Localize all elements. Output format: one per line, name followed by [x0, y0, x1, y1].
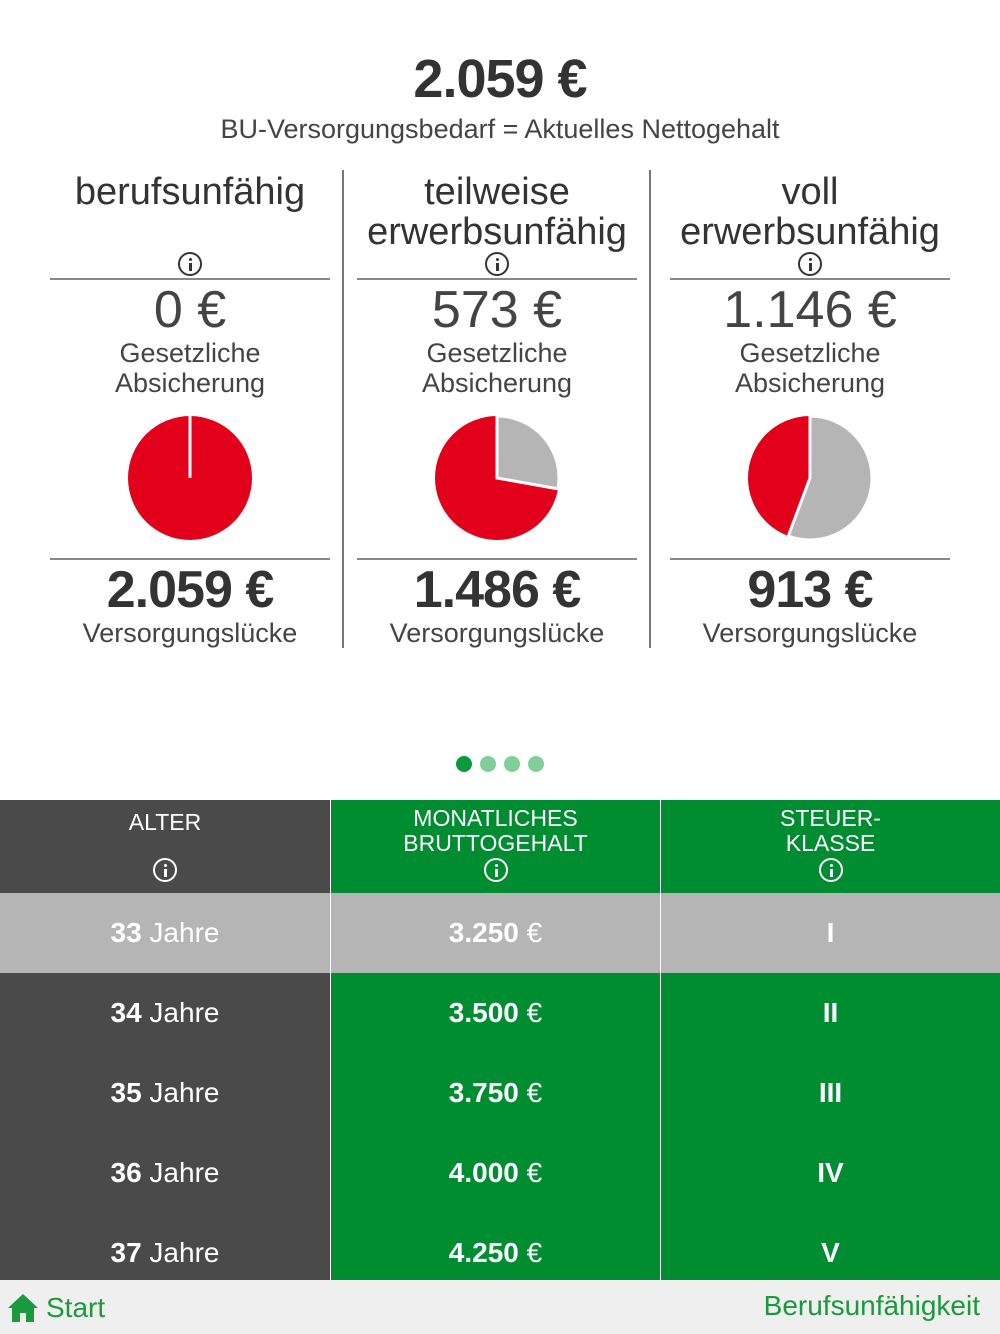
- scenario-voll-erwerbsunfaehig: voll erwerbsunfähig 1.146 € Gesetzliche …: [670, 170, 950, 648]
- legal-coverage-caption: Gesetzliche Absicherung: [734, 338, 886, 398]
- column-header-age: ALTER: [0, 800, 330, 893]
- info-icon[interactable]: [483, 858, 508, 882]
- column-divider: [649, 170, 651, 648]
- table-row[interactable]: 34 Jahre 3.500 € II: [0, 973, 1000, 1053]
- tax-class-cell[interactable]: III: [661, 1053, 1000, 1133]
- divider: [50, 558, 330, 560]
- info-icon[interactable]: [818, 858, 843, 882]
- legal-coverage-caption: Gesetzliche Absicherung: [114, 338, 266, 398]
- total-need-caption: BU-Versorgungsbedarf = Aktuelles Nettoge…: [220, 114, 780, 144]
- age-cell[interactable]: 36 Jahre: [0, 1133, 330, 1213]
- info-icon[interactable]: [178, 252, 202, 276]
- column-header-tax-class: STEUER- KLASSE: [661, 800, 1000, 893]
- coverage-gap-caption: Versorgungslücke: [389, 618, 605, 648]
- divider: [670, 278, 950, 280]
- salary-cell[interactable]: 3.750 €: [331, 1053, 660, 1133]
- divider: [670, 558, 950, 560]
- tax-class-cell[interactable]: II: [661, 973, 1000, 1053]
- salary-cell[interactable]: 3.500 €: [331, 973, 660, 1053]
- coverage-gap-amount: 2.059 €: [106, 561, 275, 619]
- page-dot-4[interactable]: [528, 756, 544, 772]
- coverage-pie-chart: [128, 416, 252, 540]
- section-title[interactable]: Berufsunfähigkeit: [763, 1290, 980, 1321]
- tax-class-cell[interactable]: V: [661, 1213, 1000, 1280]
- age-cell[interactable]: 37 Jahre: [0, 1213, 330, 1280]
- coverage-gap-caption: Versorgungslücke: [702, 618, 918, 648]
- scenario-columns: berufsunfähig 0 € Gesetzliche Absicherun…: [0, 170, 1000, 650]
- page-indicator[interactable]: [456, 756, 546, 772]
- divider: [357, 278, 637, 280]
- legal-coverage-amount: 1.146 €: [723, 281, 897, 339]
- salary-cell[interactable]: 3.250 €: [331, 893, 660, 973]
- table-row[interactable]: 36 Jahre 4.000 € IV: [0, 1133, 1000, 1213]
- legal-coverage-amount: 0 €: [153, 281, 227, 339]
- tax-class-cell[interactable]: I: [661, 893, 1000, 973]
- total-need-amount: 2.059 €: [413, 49, 587, 109]
- pie-slice-covered: [495, 414, 561, 491]
- age-cell[interactable]: 34 Jahre: [0, 973, 330, 1053]
- age-cell[interactable]: 33 Jahre: [0, 893, 330, 973]
- table-header: ALTER MONATLICHES BRUTTOGEHALT STEUER- K…: [0, 800, 1000, 893]
- coverage-gap-amount: 1.486 €: [413, 561, 582, 619]
- scenario-title: voll erwerbsunfähig: [680, 171, 940, 253]
- column-divider: [342, 170, 344, 648]
- pie-slice-covered: [786, 414, 874, 542]
- age-cell[interactable]: 35 Jahre: [0, 1053, 330, 1133]
- age-salary-picker[interactable]: ALTER MONATLICHES BRUTTOGEHALT STEUER- K…: [0, 800, 1000, 1280]
- info-icon[interactable]: [153, 858, 177, 882]
- scenario-title: berufsunfähig: [74, 171, 306, 213]
- legal-coverage-caption: Gesetzliche Absicherung: [421, 338, 573, 398]
- page-dot-2[interactable]: [480, 756, 496, 772]
- page-dot-1[interactable]: [456, 756, 472, 772]
- coverage-gap-caption: Versorgungslücke: [82, 618, 298, 648]
- coverage-pie-chart: [748, 414, 874, 542]
- salary-cell[interactable]: 4.250 €: [331, 1213, 660, 1280]
- coverage-gap-amount: 913 €: [747, 561, 873, 619]
- column-header-salary: MONATLICHES BRUTTOGEHALT: [331, 800, 660, 893]
- divider: [50, 278, 330, 280]
- scenario-berufsunfaehig: berufsunfähig 0 € Gesetzliche Absicherun…: [50, 170, 330, 648]
- table-row[interactable]: 35 Jahre 3.750 € III: [0, 1053, 1000, 1133]
- home-icon: [8, 1294, 38, 1322]
- start-button[interactable]: Start: [6, 1290, 105, 1326]
- scenario-teilweise-erwerbsunfaehig: teilweise erwerbsunfähig 573 € Gesetzlic…: [357, 170, 637, 648]
- info-icon[interactable]: [798, 252, 822, 276]
- divider: [357, 558, 637, 560]
- page-dot-3[interactable]: [504, 756, 520, 772]
- footer-bar: Start Berufsunfähigkeit: [0, 1280, 1000, 1334]
- salary-cell[interactable]: 4.000 €: [331, 1133, 660, 1213]
- table-row[interactable]: 37 Jahre 4.250 € V: [0, 1213, 1000, 1280]
- tax-class-cell[interactable]: IV: [661, 1133, 1000, 1213]
- table-row[interactable]: 33 Jahre 3.250 € I: [0, 893, 1000, 973]
- scenario-title: teilweise erwerbsunfähig: [367, 171, 627, 253]
- start-label[interactable]: Start: [46, 1292, 106, 1323]
- coverage-pie-chart: [435, 414, 561, 540]
- info-icon[interactable]: [485, 252, 509, 276]
- legal-coverage-amount: 573 €: [431, 281, 563, 339]
